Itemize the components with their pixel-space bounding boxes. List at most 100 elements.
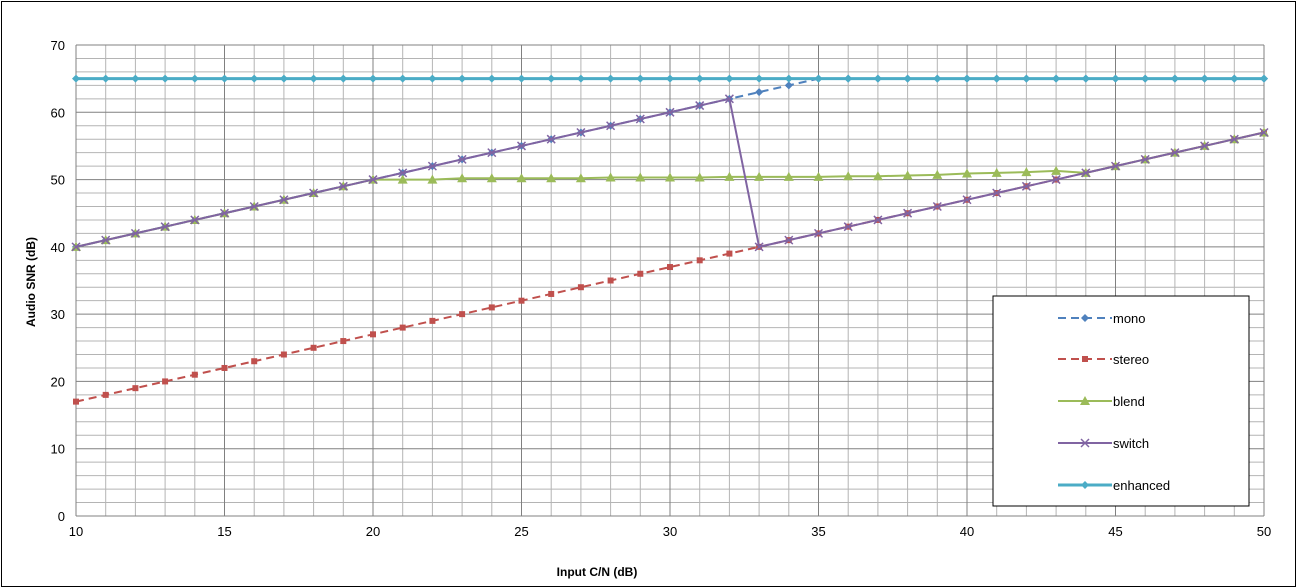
marker-stroke (130, 228, 140, 238)
data-point-stereo (162, 378, 169, 385)
marker-stroke (1110, 161, 1121, 171)
data-point-blend (962, 168, 972, 178)
y-tick-labels: 0 10 20 30 40 50 60 70 (51, 38, 65, 524)
data-point-stereo (310, 344, 317, 351)
data-point-blend (546, 173, 557, 183)
data-point-switch (427, 161, 437, 171)
data-point-blend (457, 173, 468, 183)
data-point-enhanced (844, 74, 853, 83)
data-point-stereo (607, 277, 614, 284)
data-point-enhanced (666, 74, 674, 83)
data-point-enhanced (458, 74, 467, 83)
data-point-switch (309, 188, 319, 198)
data-point-switch (338, 181, 348, 191)
x-axis-title: Input C/N (dB) (557, 565, 638, 579)
legend-item-blend: blend (1058, 394, 1145, 409)
data-point-blend (783, 171, 794, 181)
data-point-switch (249, 201, 259, 212)
marker-stroke (695, 101, 705, 111)
data-point-enhanced (636, 74, 645, 83)
data-point-switch (516, 141, 527, 151)
data-point-stereo (637, 270, 644, 277)
data-point-stereo (251, 358, 258, 365)
data-point-enhanced (487, 74, 496, 83)
data-point-enhanced (428, 74, 437, 83)
data-point-blend (665, 172, 675, 182)
data-point-switch (932, 201, 942, 212)
data-point-stereo (191, 371, 198, 378)
marker-stroke (1080, 438, 1090, 448)
data-point-switch (1259, 127, 1269, 138)
marker-stroke (279, 195, 289, 205)
data-point-switch (754, 242, 764, 252)
data-point-enhanced (606, 74, 615, 83)
data-point-enhanced (576, 74, 585, 83)
data-point-enhanced (903, 74, 912, 83)
marker-stroke (1200, 141, 1210, 151)
marker-stroke (457, 154, 467, 164)
y-tick-label: 70 (51, 38, 65, 53)
data-point-blend (991, 167, 1002, 177)
data-point-switch (903, 208, 913, 218)
data-point-enhanced (695, 74, 704, 83)
legend-label-stereo: stereo (1113, 352, 1149, 367)
x-tick-label: 15 (217, 524, 231, 539)
data-point-enhanced (873, 74, 882, 83)
data-point-stereo (577, 284, 584, 291)
data-point-enhanced (369, 74, 377, 83)
marker-stroke (160, 222, 170, 232)
y-tick-label: 40 (51, 240, 65, 255)
data-point-blend (813, 171, 824, 181)
data-point-switch (101, 235, 111, 245)
data-point-stereo (102, 391, 109, 398)
data-point-switch (1051, 175, 1061, 185)
legend-item-mono: mono (1058, 311, 1146, 326)
data-point-enhanced (101, 74, 110, 83)
data-point-stereo (370, 331, 376, 338)
marker-stroke (843, 222, 853, 232)
data-point-stereo (696, 257, 703, 264)
data-point-enhanced (1260, 74, 1268, 83)
marker-stroke (309, 188, 319, 198)
data-point-blend (1051, 165, 1062, 175)
data-point-switch (1200, 141, 1210, 151)
data-point-switch (190, 215, 200, 225)
marker-stroke (71, 242, 81, 252)
legend-marker-enhanced (1081, 481, 1089, 489)
data-point-blend (605, 172, 616, 182)
data-point-stereo (667, 264, 673, 271)
data-point-blend (872, 171, 883, 181)
plot-area-border (75, 45, 1264, 517)
data-point-switch (695, 101, 705, 111)
data-point-enhanced (992, 74, 1001, 83)
marker-stroke (813, 228, 824, 238)
legend: mono stereo blend switch enhanced (992, 295, 1250, 507)
data-point-switch (843, 222, 853, 232)
data-point-switch (576, 127, 586, 138)
marker-stroke (606, 121, 616, 131)
marker-stroke (338, 181, 348, 191)
data-point-switch (546, 134, 556, 144)
data-point-enhanced (279, 74, 288, 83)
marker-stroke (1021, 181, 1031, 191)
series-layer (71, 74, 1269, 405)
x-tick-label: 30 (663, 524, 677, 539)
x-tick-label: 40 (960, 524, 974, 539)
marker-stroke (427, 161, 437, 171)
data-point-enhanced (1022, 74, 1031, 83)
marker-stroke (754, 242, 764, 252)
marker-stroke (873, 215, 883, 225)
legend-box (992, 295, 1250, 507)
data-point-stereo (429, 317, 436, 324)
data-point-blend (754, 171, 765, 181)
marker-stroke (1229, 134, 1239, 144)
data-point-stereo (280, 351, 287, 358)
marker-stroke (576, 127, 586, 138)
data-point-switch (724, 94, 734, 104)
marker-stroke (784, 235, 794, 245)
data-point-enhanced (1230, 74, 1239, 83)
data-point-switch (665, 107, 675, 117)
marker-stroke (1051, 175, 1061, 185)
marker-stroke (368, 175, 378, 185)
data-point-switch (1081, 168, 1091, 178)
